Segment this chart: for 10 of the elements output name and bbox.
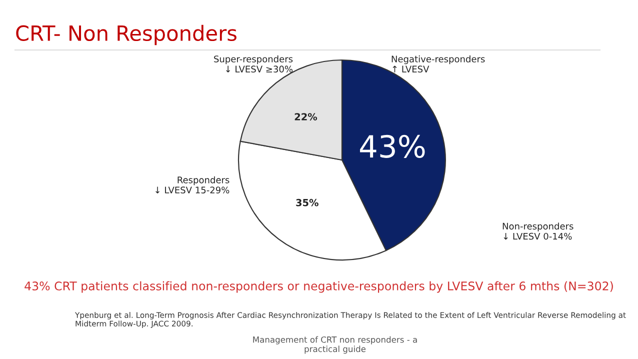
data-label: 35% (296, 198, 318, 206)
slice-label: Super-responders ↓ LVESV ≥30% (214, 55, 293, 73)
data-label: 22% (294, 113, 318, 120)
slice-label: Negative-responders ↑ LVESV (392, 55, 485, 73)
text: Non-responders ↓ LVESV 0-14% (502, 222, 574, 240)
text: 43% CRT patients classified non-responders or negative-responders by LVESV after 6 mths (N=302) (24, 281, 613, 293)
data-label: 43% (360, 134, 425, 158)
slice-label: Responders ↓ LVESV 15-29% (156, 176, 230, 194)
text: Management of CRT non responders - a practical guide (253, 336, 417, 354)
chart-title: CRT- Non Responders (16, 24, 236, 46)
